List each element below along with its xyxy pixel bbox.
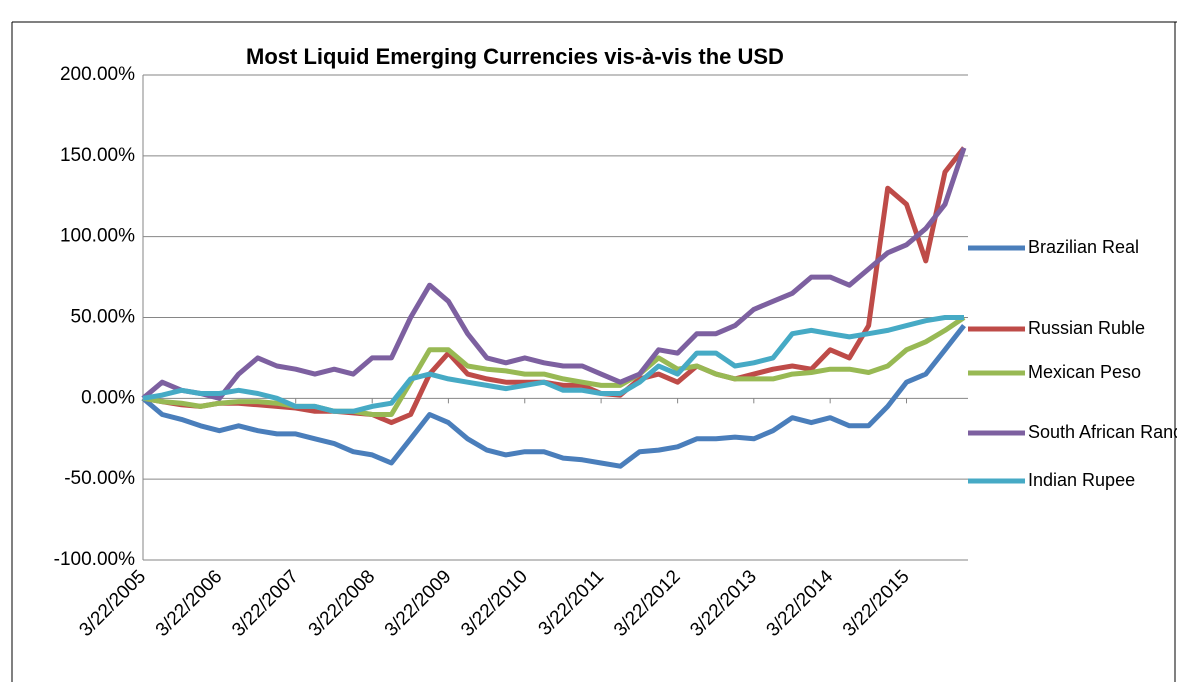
x-tick-label: 3/22/2011 [535, 566, 609, 640]
y-tick-label: 50.00% [71, 307, 136, 328]
x-tick-label: 3/22/2013 [686, 566, 761, 641]
x-tick-label: 3/22/2007 [228, 566, 303, 641]
x-tick-label: 3/22/2010 [457, 566, 532, 641]
x-tick-label: 3/22/2005 [75, 566, 150, 641]
x-tick-label: 3/22/2006 [152, 566, 227, 641]
y-tick-label: -50.00% [64, 468, 135, 489]
x-tick-label: 3/22/2009 [381, 566, 456, 641]
x-tick-label: 3/22/2012 [610, 566, 685, 641]
series-line [141, 324, 966, 469]
chart-title: Most Liquid Emerging Currencies vis-à-vi… [246, 44, 784, 69]
legend-label: South African Rand [1028, 422, 1177, 442]
legend-label: Mexican Peso [1028, 362, 1141, 382]
y-tick-label: -100.00% [54, 549, 135, 570]
series-line [142, 315, 966, 417]
x-tick-label: 3/22/2015 [839, 566, 914, 641]
legend-label: Brazilian Real [1028, 237, 1139, 257]
y-tick-label: 0.00% [81, 387, 135, 408]
series-line [142, 315, 964, 414]
y-tick-label: 200.00% [60, 64, 135, 85]
legend-label: Indian Rupee [1028, 470, 1135, 490]
y-tick-label: 100.00% [60, 226, 135, 247]
y-tick-label: 150.00% [60, 145, 135, 166]
x-tick-label: 3/22/2014 [763, 566, 838, 641]
series-line [142, 146, 966, 426]
series-line [141, 147, 967, 401]
x-tick-label: 3/22/2008 [305, 566, 380, 641]
legend-label: Russian Ruble [1028, 318, 1145, 338]
